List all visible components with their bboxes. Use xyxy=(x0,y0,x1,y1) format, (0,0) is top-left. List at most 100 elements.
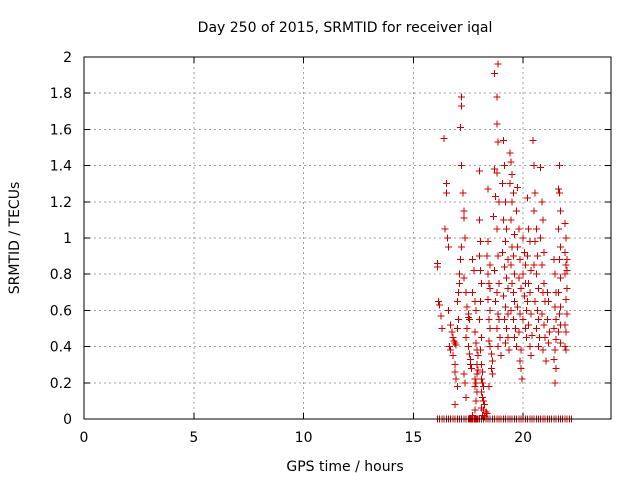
axis-ticks: 0 5 10 15 20 0 0.2 0.4 0.6 0.8 1 1.2 1.4 1.6 1.8 2 xyxy=(50,50,611,446)
data-point xyxy=(440,134,448,142)
y-tick-label: 1.2 xyxy=(50,195,72,211)
data-point xyxy=(434,263,442,271)
data-point xyxy=(515,274,523,282)
data-point xyxy=(507,261,515,269)
data-point xyxy=(504,310,512,318)
data-point xyxy=(473,370,481,378)
data-point xyxy=(494,343,502,351)
data-point xyxy=(525,225,533,233)
y-tick-label: 0 xyxy=(63,412,72,428)
data-point xyxy=(510,334,518,342)
data-point xyxy=(540,248,548,256)
data-point xyxy=(477,361,485,369)
data-point xyxy=(504,334,512,342)
data-point xyxy=(502,198,510,206)
data-point xyxy=(462,393,470,401)
data-point xyxy=(484,296,492,304)
data-point xyxy=(503,325,511,332)
data-point xyxy=(481,413,489,421)
data-point xyxy=(454,288,462,296)
data-point xyxy=(540,279,548,287)
data-point xyxy=(482,408,490,416)
data-point xyxy=(555,256,563,264)
data-point xyxy=(501,315,509,323)
data-point xyxy=(453,325,461,332)
data-point xyxy=(533,306,541,314)
data-point xyxy=(458,102,466,110)
data-point xyxy=(458,243,466,251)
data-point xyxy=(474,366,482,374)
data-point xyxy=(484,238,492,246)
data-point xyxy=(509,252,517,260)
data-point xyxy=(476,238,484,246)
data-point xyxy=(486,306,494,314)
data-point xyxy=(543,315,551,323)
data-point xyxy=(562,234,570,242)
data-point xyxy=(527,310,535,318)
data-point xyxy=(539,346,547,354)
data-point xyxy=(501,263,509,271)
data-point xyxy=(453,297,461,305)
data-point xyxy=(487,364,495,372)
data-point xyxy=(537,163,545,171)
y-tick-label: 0.6 xyxy=(50,303,72,319)
data-point xyxy=(468,364,476,372)
data-point xyxy=(499,216,507,224)
data-point xyxy=(461,234,469,242)
data-point xyxy=(487,350,495,358)
y-tick-label: 0.2 xyxy=(50,376,72,392)
data-point xyxy=(561,248,569,256)
grid xyxy=(84,57,611,419)
data-point xyxy=(451,339,459,347)
data-point xyxy=(449,352,457,360)
data-point xyxy=(497,352,505,360)
y-tick-label: 0.4 xyxy=(50,340,72,356)
data-point xyxy=(537,234,545,242)
data-point xyxy=(499,136,507,144)
data-point xyxy=(515,328,523,336)
data-point xyxy=(435,297,443,305)
y-tick-label: 1.4 xyxy=(50,159,72,175)
data-point xyxy=(519,270,527,278)
data-point xyxy=(563,310,571,318)
data-point xyxy=(493,93,501,101)
data-point xyxy=(515,225,523,233)
data-point xyxy=(493,169,501,177)
data-point xyxy=(493,325,501,332)
data-point xyxy=(544,297,552,305)
data-point xyxy=(562,328,570,336)
data-point xyxy=(532,225,540,233)
data-point xyxy=(552,364,560,372)
data-point xyxy=(517,285,525,293)
data-point xyxy=(476,297,484,305)
data-point xyxy=(561,270,569,278)
data-point xyxy=(563,285,571,293)
data-point xyxy=(556,339,564,347)
data-point xyxy=(481,401,489,409)
data-point xyxy=(520,292,528,300)
data-point xyxy=(477,334,485,342)
data-point xyxy=(475,315,483,323)
data-point xyxy=(535,343,543,351)
data-point xyxy=(477,279,485,287)
data-point xyxy=(460,214,468,222)
data-point xyxy=(446,343,454,351)
data-point xyxy=(551,346,559,354)
data-point xyxy=(509,315,517,323)
data-point xyxy=(507,158,515,166)
data-point xyxy=(542,357,550,365)
data-point xyxy=(498,248,506,256)
data-point xyxy=(524,194,532,202)
data-point xyxy=(494,138,502,146)
y-tick-label: 2 xyxy=(63,50,72,66)
data-point xyxy=(486,325,494,332)
data-point xyxy=(528,332,536,340)
data-point xyxy=(491,69,499,77)
data-point xyxy=(503,225,511,233)
data-point xyxy=(494,252,502,260)
data-point xyxy=(550,355,558,363)
data-point xyxy=(496,334,504,342)
data-point xyxy=(466,361,474,369)
data-point xyxy=(491,267,499,275)
data-point xyxy=(463,325,471,332)
